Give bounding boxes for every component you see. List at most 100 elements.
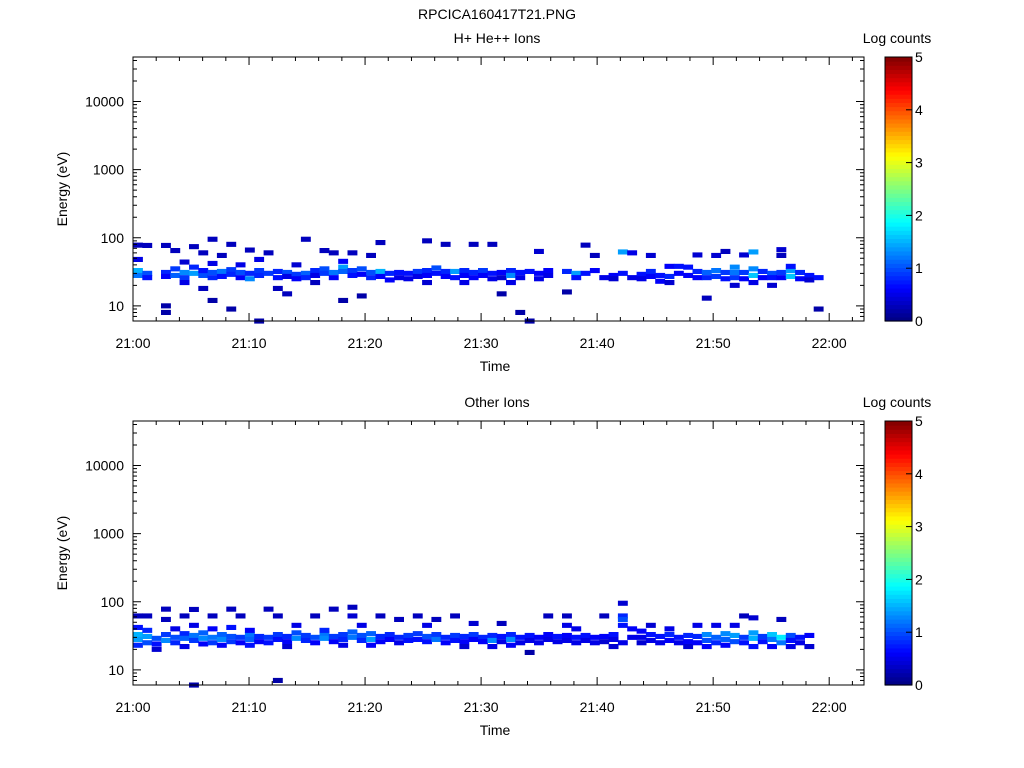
heatmap-cell (608, 632, 619, 638)
heatmap-cell (422, 280, 432, 286)
heatmap-cell (170, 248, 181, 254)
heatmap-cell (161, 269, 171, 275)
heatmap-cell (450, 275, 460, 281)
colorbar-swatch (885, 466, 912, 472)
heatmap-cell (170, 626, 181, 632)
heatmap-cell (785, 637, 796, 643)
colorbar-tick-label: 2 (915, 207, 923, 223)
colorbar-swatch (885, 205, 912, 211)
heatmap-cell (422, 272, 432, 278)
colorbar-swatch (885, 544, 912, 550)
heatmap-cell (319, 627, 330, 633)
heatmap-cell (226, 633, 237, 639)
heatmap-cell (617, 622, 628, 628)
heatmap-cell (300, 270, 311, 276)
heatmap-cell (459, 272, 470, 278)
heatmap-cell (711, 640, 722, 646)
heatmap-cell (235, 262, 246, 268)
heatmap-cell (636, 640, 647, 646)
heatmap-cell (562, 613, 572, 619)
colorbar-swatch (885, 259, 912, 264)
heatmap-cell (412, 268, 423, 274)
colorbar-swatch (885, 647, 912, 653)
heatmap-cell (748, 266, 759, 272)
colorbar-swatch (885, 507, 912, 513)
heatmap-cell (636, 634, 647, 640)
y-tick-label: 10000 (85, 458, 124, 474)
heatmap-cell (478, 268, 488, 274)
heatmap-cell (757, 275, 768, 281)
heatmap-cell (627, 275, 638, 281)
heatmap-cell (739, 613, 749, 619)
x-tick-label: 21:50 (696, 335, 731, 351)
heatmap-cell (701, 295, 712, 301)
heatmap-cell (711, 634, 722, 640)
heatmap-cell (300, 275, 311, 281)
heatmap-cell (645, 637, 656, 643)
heatmap-cell (645, 252, 656, 258)
heatmap-cell (776, 634, 787, 640)
heatmap-cell (617, 249, 628, 255)
colorbar-swatch (885, 114, 912, 120)
heatmap-cell (589, 634, 600, 640)
heatmap-cell (300, 632, 311, 638)
colorbar-swatch (885, 147, 912, 153)
heatmap-cell (422, 639, 432, 645)
heatmap-cell (701, 637, 712, 643)
colorbar-swatch (885, 189, 912, 194)
heatmap-cell (198, 635, 209, 641)
heatmap-cell (776, 247, 787, 253)
heatmap-cell (328, 250, 339, 256)
heatmap-cell (356, 622, 367, 628)
heatmap-cell (450, 637, 460, 643)
heatmap-cell (534, 276, 544, 282)
heatmap-cell (207, 634, 218, 640)
heatmap-cells (133, 600, 815, 688)
heatmap-cell (375, 273, 386, 279)
heatmap-cell (478, 634, 488, 640)
heatmap-cell (216, 268, 227, 274)
heatmap-cell (496, 620, 507, 626)
heatmap-cell (748, 644, 759, 650)
colorbar-swatch (885, 160, 912, 165)
heatmap-cell (645, 622, 656, 628)
heatmap-cell (366, 252, 376, 258)
colorbar-swatch (885, 474, 912, 480)
colorbar-swatch (885, 536, 912, 542)
heatmap-cell (580, 632, 591, 638)
heatmap-cell (170, 272, 181, 278)
heatmap-cell (189, 264, 199, 270)
panel-h-he-ions: H+ He++ Ions 21:00 21:10 21:20 21:30 21:40 21… (54, 30, 931, 374)
heatmap-cell (617, 613, 628, 619)
colorbar-swatch (885, 98, 912, 103)
heatmap-cell (711, 252, 722, 258)
colorbar-swatch (885, 619, 912, 624)
heatmap-cell (189, 244, 199, 250)
heatmap-cell (468, 636, 479, 642)
colorbar-swatch (885, 143, 912, 149)
colorbar-swatch (885, 437, 912, 443)
heatmap-cell (767, 282, 777, 288)
heatmap-cell (133, 268, 143, 274)
heatmap-cells (133, 236, 824, 324)
colorbar-swatch (885, 491, 912, 496)
colorbar-swatch (885, 193, 912, 198)
heatmap-cell (366, 275, 376, 281)
heatmap-cell (729, 264, 740, 270)
heatmap-cell (524, 637, 535, 643)
heatmap-cell (133, 242, 143, 248)
heatmap-cell (785, 644, 796, 650)
heatmap-cell (282, 639, 293, 645)
heatmap-cell (729, 622, 740, 628)
colorbar-swatch (885, 139, 912, 145)
heatmap-cell (403, 637, 414, 643)
colorbar-swatch (885, 499, 912, 505)
colorbar-swatch (885, 106, 912, 112)
colorbar-swatch (885, 470, 912, 476)
heatmap-cell (534, 248, 544, 254)
heatmap-cell (179, 613, 190, 619)
heatmap-cell (282, 291, 293, 297)
heatmap-cell (207, 640, 218, 646)
colorbar-swatch (885, 520, 912, 525)
heatmap-cell (664, 632, 675, 638)
